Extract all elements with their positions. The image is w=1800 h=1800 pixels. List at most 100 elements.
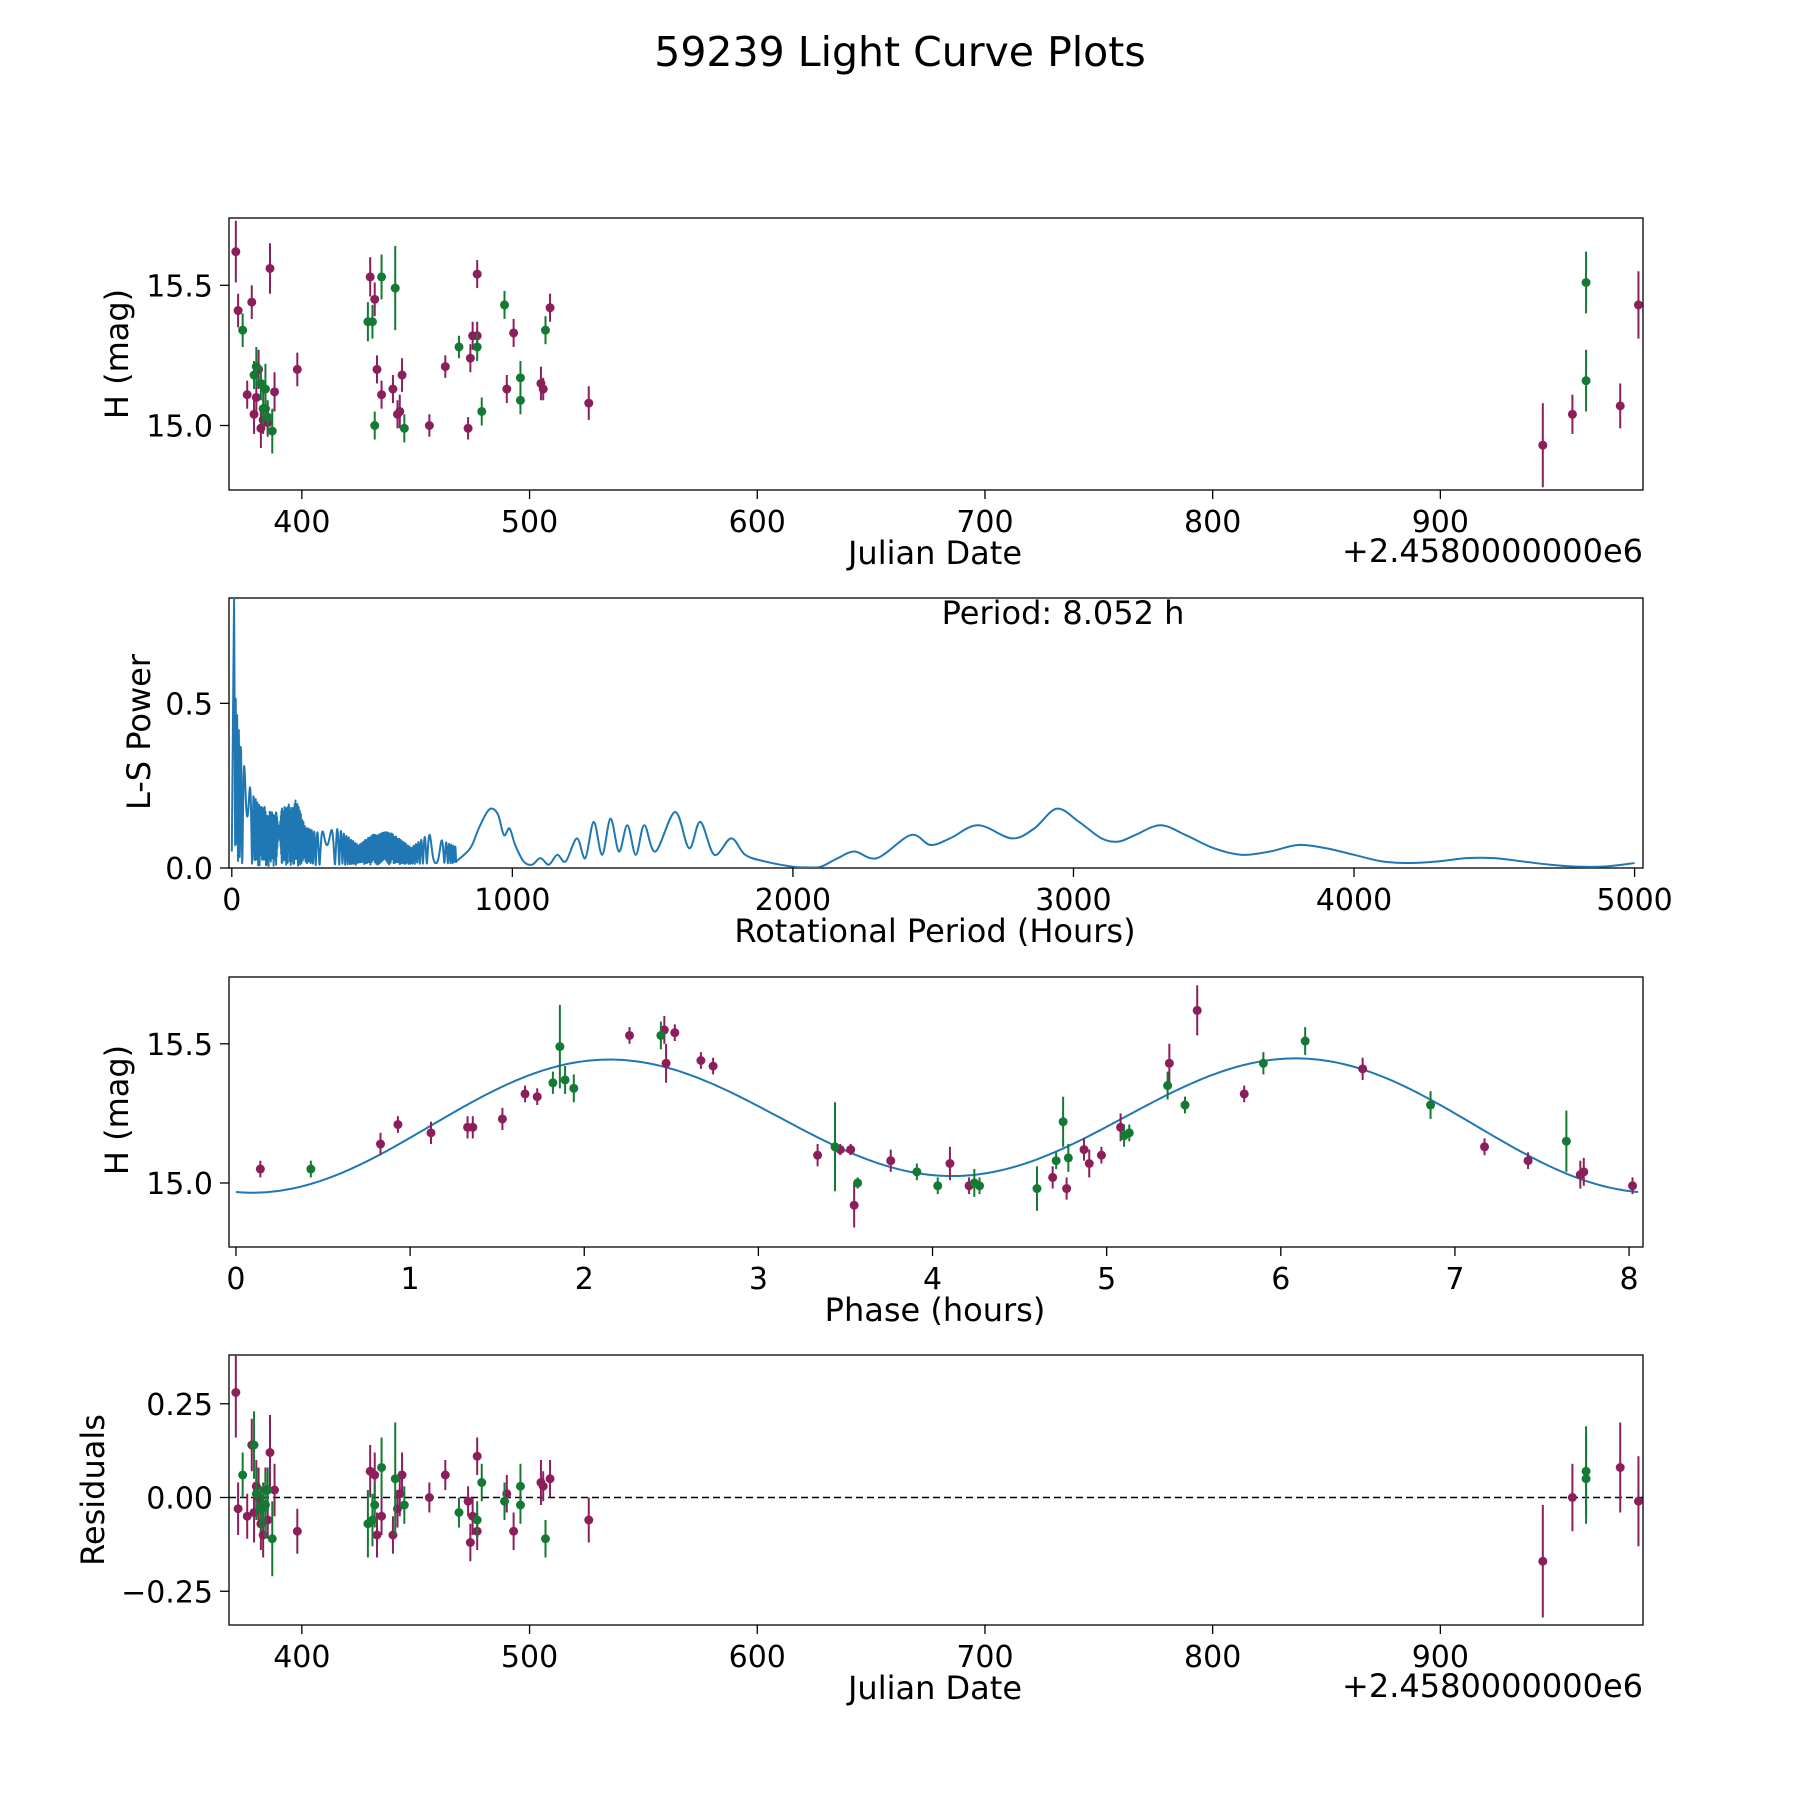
residuals-point-green <box>377 1437 387 1498</box>
lightcurve-point-red <box>472 260 482 289</box>
lightcurve-point-red <box>233 293 243 328</box>
phased-point-red <box>1358 1057 1368 1080</box>
residuals-marker <box>465 1538 475 1547</box>
residuals-marker <box>267 1534 277 1544</box>
lightcurve-point-green <box>238 313 248 347</box>
lightcurve-marker <box>399 423 409 433</box>
phased-point-green <box>830 1102 840 1192</box>
residuals-marker <box>292 1526 302 1536</box>
residuals-point-red <box>292 1508 302 1554</box>
residuals-marker <box>233 1504 243 1514</box>
phased-point-red <box>426 1121 436 1145</box>
lightcurve-marker <box>265 263 275 273</box>
periodogram-xtick-label: 2000 <box>755 883 831 918</box>
phased-xtick-label: 0 <box>226 1262 245 1297</box>
lightcurve-marker <box>472 269 482 279</box>
phased-xtick-label: 2 <box>575 1262 594 1297</box>
lightcurve-ytick-label: 15.5 <box>146 269 213 304</box>
lightcurve-point-green <box>251 346 261 387</box>
phased-point-red <box>1062 1177 1072 1200</box>
residuals-marker <box>472 1515 482 1525</box>
residuals-xtick-label: 700 <box>956 1640 1013 1675</box>
phased-point-green <box>933 1177 943 1195</box>
phased-marker <box>1358 1064 1368 1074</box>
lightcurve-point-red <box>1633 271 1643 339</box>
phased-marker <box>1192 1005 1202 1015</box>
lightcurve-point-red <box>584 386 594 420</box>
phased-point-red <box>661 1043 671 1083</box>
residuals-xtick-label: 400 <box>273 1640 330 1675</box>
phased-marker <box>1084 1158 1094 1168</box>
lightcurve-marker <box>242 390 252 400</box>
residuals-ticks: 400 500 600 700 800 900 0.25 0.00 −0.25 <box>121 1388 1469 1675</box>
phased-ylabel: H (mag) <box>98 1045 136 1175</box>
residuals-marker <box>538 1481 548 1491</box>
phased-point-red <box>1523 1152 1533 1170</box>
lightcurve-ylabel: H (mag) <box>98 289 136 419</box>
lightcurve-marker <box>1581 376 1591 386</box>
phased-ticks: 0 1 2 3 4 5 6 7 8 15.0 15.5 <box>146 1028 1638 1297</box>
phased-marker <box>1239 1089 1249 1099</box>
residuals-point-green <box>454 1497 464 1528</box>
residuals-marker <box>540 1534 550 1544</box>
phased-point-green <box>548 1071 558 1094</box>
residuals-marker <box>370 1500 380 1510</box>
phased-point-red <box>1084 1149 1094 1178</box>
periodogram-ticks: 0 1000 2000 3000 4000 5000 0.0 0.5 <box>165 687 1672 918</box>
phased-marker <box>1426 1100 1436 1110</box>
phased-point-green <box>912 1163 922 1181</box>
lightcurve-marker <box>372 364 382 374</box>
periodogram-marks <box>230 598 1635 868</box>
phased-point-red <box>1192 985 1202 1036</box>
lightcurve-marker <box>251 362 261 372</box>
lightcurve-point-red <box>545 293 555 322</box>
lightcurve-point-green <box>454 335 464 359</box>
lightcurve-point-green <box>1581 349 1591 412</box>
lightcurve-xtick-label: 600 <box>729 505 786 540</box>
lightcurve-point-red <box>1567 394 1577 434</box>
periodogram-xtick-label: 4000 <box>1316 883 1392 918</box>
residuals-marker <box>584 1515 594 1525</box>
phased-marker <box>1579 1167 1589 1177</box>
phased-point-red <box>1239 1085 1249 1103</box>
residuals-point-red <box>270 1463 280 1517</box>
phased-marker <box>1180 1100 1190 1110</box>
phased-marker <box>1096 1150 1106 1160</box>
residuals-xtick-label: 500 <box>501 1640 558 1675</box>
residuals-ylabel: Residuals <box>74 1414 112 1566</box>
lightcurve-point-green <box>267 408 277 454</box>
phased-marker <box>468 1122 478 1132</box>
residuals-marker <box>231 1388 241 1397</box>
phased-point-green <box>569 1074 579 1103</box>
phased-point-red <box>255 1160 265 1178</box>
residuals-xtick-label: 800 <box>1184 1640 1241 1675</box>
residuals-ytick-label: −0.25 <box>121 1575 213 1610</box>
residuals-point-red <box>377 1497 387 1535</box>
lightcurve-point-red <box>365 257 375 297</box>
lightcurve-xtick-label: 800 <box>1184 505 1241 540</box>
lightcurve-point-green <box>1581 251 1591 314</box>
lightcurve-marker <box>377 272 387 282</box>
residuals-marker <box>377 1511 387 1521</box>
phased-point-red <box>813 1144 823 1167</box>
lightcurve-xtick-label: 500 <box>501 505 558 540</box>
phased-marker <box>306 1164 316 1174</box>
lightcurve-ytick-label: 15.0 <box>146 410 213 445</box>
phased-point-green <box>306 1160 316 1178</box>
lightcurve-marker <box>454 342 464 352</box>
residuals-ytick-label: 0.00 <box>146 1482 213 1517</box>
residuals-point-red <box>538 1471 548 1502</box>
residuals-point-red <box>584 1497 594 1543</box>
lightcurve-point-green <box>500 290 510 319</box>
residuals-point-green <box>370 1482 380 1528</box>
lightcurve-xlabel: Julian Date <box>846 534 1022 572</box>
phased-marker <box>1163 1081 1173 1091</box>
lightcurve-point-green <box>390 246 400 331</box>
residuals-point-green <box>263 1467 273 1513</box>
residuals-point-red <box>233 1482 243 1535</box>
lightcurve-marker <box>465 353 475 363</box>
residuals-ytick-label: 0.25 <box>146 1388 213 1423</box>
phased-point-red <box>1096 1146 1106 1164</box>
phased-point-red <box>1079 1138 1089 1161</box>
